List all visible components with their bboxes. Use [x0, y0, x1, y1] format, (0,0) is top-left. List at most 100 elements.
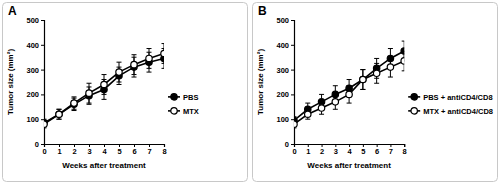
- error-bar: [347, 86, 352, 103]
- series: [294, 41, 404, 124]
- legend-marker: [171, 94, 177, 100]
- series: [44, 49, 164, 127]
- legend-label: PBS: [183, 93, 198, 102]
- x-tick: 5: [361, 144, 365, 156]
- y-tick-mark: [41, 119, 44, 120]
- error-bar: [57, 109, 62, 119]
- error-bar: [388, 57, 393, 77]
- error-bar: [360, 70, 365, 90]
- y-tick-mark: [291, 20, 294, 21]
- x-tick-label: 6: [375, 147, 379, 156]
- x-tick-label: 3: [334, 147, 338, 156]
- data-point: [161, 50, 164, 56]
- x-tick-label: 8: [403, 147, 407, 156]
- data-point: [373, 70, 379, 76]
- legend-entry: MTX: [168, 107, 199, 116]
- legend-entry: PBS: [168, 93, 198, 102]
- plot-area: 0123456780100200300400500Weeks after tre…: [256, 16, 407, 170]
- legend-label: MTX + antiCD4/CD8: [423, 107, 493, 116]
- legend-entry: PBS + antiCD4/CD8: [408, 93, 492, 102]
- error-bar: [333, 94, 338, 109]
- y-tick-label: 300: [26, 66, 39, 75]
- y-tick: 300: [276, 66, 294, 75]
- x-tick: 0: [292, 144, 296, 156]
- y-tick-label: 0: [35, 140, 39, 149]
- data-point: [44, 121, 47, 127]
- x-tick: 2: [72, 144, 76, 156]
- y-tick-mark: [41, 144, 44, 145]
- y-axis: 0100200300400500: [26, 16, 44, 149]
- data-point: [146, 55, 152, 61]
- y-tick-mark: [291, 70, 294, 71]
- y-tick: 400: [26, 41, 44, 50]
- x-tick: 7: [147, 144, 151, 156]
- series-line: [294, 61, 404, 124]
- error-bar: [57, 109, 62, 119]
- series-line: [294, 51, 404, 120]
- x-axis: 012345678: [292, 144, 406, 156]
- y-axis-title: Tumor size (mm²): [6, 49, 15, 115]
- x-tick-label: 2: [72, 147, 76, 156]
- data-point: [332, 99, 338, 105]
- data-point: [360, 76, 366, 82]
- error-bar: [102, 75, 107, 95]
- error-bar: [44, 120, 47, 127]
- legend: PBS MTX: [168, 93, 199, 116]
- x-tick: 2: [320, 144, 324, 156]
- error-bar: [319, 102, 324, 114]
- y-tick: 500: [26, 16, 44, 25]
- error-bar: [294, 120, 297, 127]
- x-tick-label: 0: [42, 147, 46, 156]
- x-tick: 1: [57, 144, 61, 156]
- data-point: [56, 111, 62, 117]
- x-tick-label: 5: [361, 147, 365, 156]
- panel-title: B: [258, 4, 267, 18]
- error-bar: [117, 62, 122, 82]
- error-bar: [402, 51, 405, 71]
- data-point: [387, 64, 393, 70]
- x-tick-label: 2: [320, 147, 324, 156]
- y-tick: 300: [26, 66, 44, 75]
- data-point: [86, 90, 92, 96]
- data-point: [116, 69, 122, 75]
- y-tick-mark: [291, 94, 294, 95]
- legend-entry: MTX + antiCD4/CD8: [408, 107, 493, 116]
- data-point: [346, 91, 352, 97]
- data-point: [71, 100, 77, 106]
- data-point: [101, 81, 107, 87]
- x-tick: 4: [348, 144, 353, 156]
- y-tick-label: 400: [26, 41, 39, 50]
- data-marks: [44, 44, 164, 128]
- y-tick-label: 200: [276, 90, 289, 99]
- data-point: [360, 76, 366, 82]
- y-tick-label: 500: [276, 16, 289, 25]
- x-tick-label: 1: [57, 147, 61, 156]
- legend: PBS + antiCD4/CD8 MTX + antiCD4/CD8: [408, 93, 493, 116]
- panel-title: A: [8, 4, 17, 18]
- legend-marker: [411, 94, 417, 100]
- y-tick-mark: [41, 20, 44, 21]
- legend-marker: [171, 108, 177, 114]
- panel-frame: [3, 3, 248, 182]
- data-marks: [294, 41, 404, 128]
- x-axis-title: Weeks after treatment: [307, 161, 391, 170]
- y-tick-mark: [291, 119, 294, 120]
- legend-label: PBS + antiCD4/CD8: [423, 93, 492, 102]
- y-tick-label: 300: [276, 66, 289, 75]
- x-tick-label: 3: [87, 147, 91, 156]
- x-tick: 3: [334, 144, 338, 156]
- panel-frame: [253, 3, 498, 182]
- figure: A0123456780100200300400500Weeks after tr…: [0, 0, 500, 184]
- x-tick-label: 1: [306, 147, 310, 156]
- y-tick: 400: [276, 41, 294, 50]
- x-tick: 6: [132, 144, 136, 156]
- error-bar: [147, 52, 152, 72]
- data-point: [56, 111, 62, 117]
- y-tick: 500: [276, 16, 294, 25]
- x-tick: 1: [306, 144, 310, 156]
- series-line: [44, 58, 164, 122]
- data-point: [131, 61, 137, 67]
- legend-marker: [411, 108, 417, 114]
- data-point: [294, 121, 297, 127]
- y-tick-label: 200: [26, 90, 39, 99]
